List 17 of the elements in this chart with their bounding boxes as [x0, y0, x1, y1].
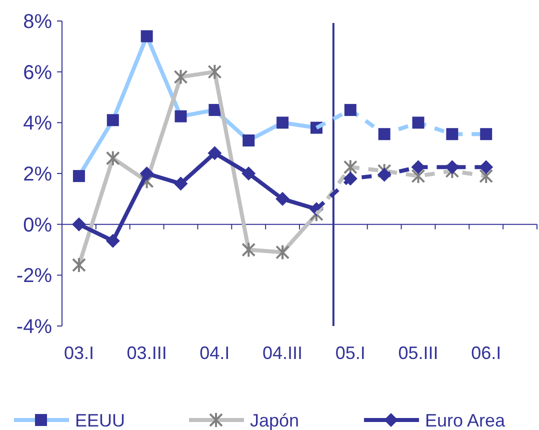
x-tick-label: 05.I [335, 343, 366, 363]
x-tick-label: 04.III [262, 343, 303, 363]
x-tick-label: 05.III [398, 343, 438, 363]
x-tick-label: 03.III [126, 343, 167, 363]
y-tick-label: -4% [16, 316, 52, 338]
legend-label: EEUU [75, 410, 126, 430]
x-tick-label: 03.I [64, 343, 94, 363]
x-tick-label: 04.I [200, 343, 230, 363]
y-tick-label: -2% [16, 265, 52, 288]
y-tick-label: 6% [23, 62, 52, 84]
y-tick-label: 2% [23, 164, 52, 186]
y-tick-label: 0% [23, 214, 52, 236]
legend-label: Euro Area [425, 410, 506, 430]
legend-label: Japón [250, 410, 300, 430]
y-tick-label: 4% [23, 112, 52, 135]
x-tick-label: 06.I [471, 343, 502, 363]
y-tick-label: 8% [23, 11, 52, 33]
